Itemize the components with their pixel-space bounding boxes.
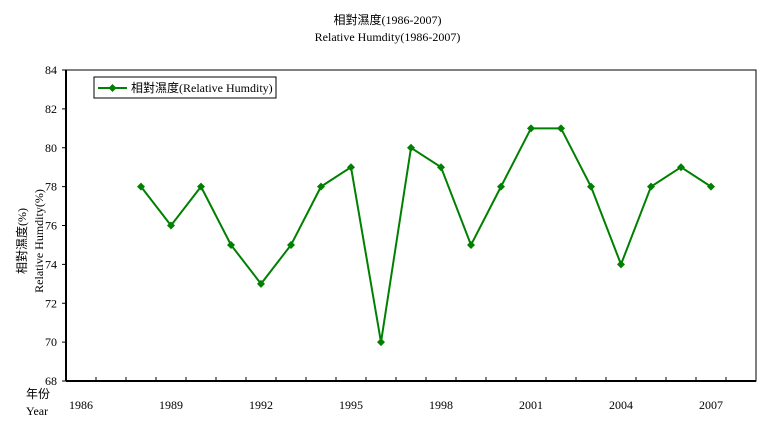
data-point: [377, 338, 385, 347]
data-point: [707, 182, 715, 191]
y-tick-label: 68: [45, 374, 57, 388]
chart-title: 相對濕度(1986-2007): [333, 13, 442, 27]
y-tick-label: 78: [45, 180, 57, 194]
data-point: [497, 182, 505, 191]
series-line: [140, 127, 712, 343]
x-tick-label: 2004: [609, 398, 633, 412]
data-point: [587, 182, 595, 191]
y-tick-label: 76: [45, 219, 57, 233]
x-tick-label: 1986: [69, 398, 93, 412]
legend-label: 相對濕度(Relative Humdity): [131, 80, 273, 95]
y-tick-label: 74: [45, 257, 57, 271]
legend-marker: [108, 84, 117, 92]
data-point: [287, 240, 295, 249]
x-tick-label: 1995: [339, 398, 363, 412]
data-point: [347, 163, 355, 172]
data-point: [617, 260, 625, 269]
data-point: [647, 182, 655, 191]
x-tick-label: 1998: [429, 398, 453, 412]
x-axis-label: 年份 Year: [26, 386, 50, 420]
chart-subtitle: Relative Humdity(1986-2007): [314, 30, 461, 44]
x-axis-label-en: Year: [26, 404, 49, 418]
data-point: [197, 182, 205, 191]
data-point: [167, 221, 175, 230]
data-point: [407, 143, 415, 152]
data-point: [317, 182, 325, 191]
data-point: [467, 240, 475, 249]
y-tick-label: 70: [45, 335, 57, 349]
data-point: [137, 182, 145, 191]
x-tick-label: 2001: [519, 398, 543, 412]
plot-area: [65, 69, 757, 382]
y-tick-label: 82: [45, 102, 57, 116]
y-tick-label: 72: [45, 296, 57, 310]
x-axis-label-zh: 年份: [26, 387, 51, 401]
data-point: [437, 163, 445, 172]
x-tick-label: 2007: [699, 398, 723, 412]
data-point: [257, 279, 265, 288]
data-point: [227, 240, 235, 249]
x-tick-label: 1992: [249, 398, 273, 412]
x-tick-label: 1989: [159, 398, 183, 412]
y-tick-label: 80: [45, 141, 57, 155]
data-point: [677, 163, 685, 172]
data-point: [557, 124, 565, 133]
legend-box: [93, 76, 277, 99]
data-point: [527, 124, 535, 133]
y-tick-label: 84: [45, 63, 57, 77]
